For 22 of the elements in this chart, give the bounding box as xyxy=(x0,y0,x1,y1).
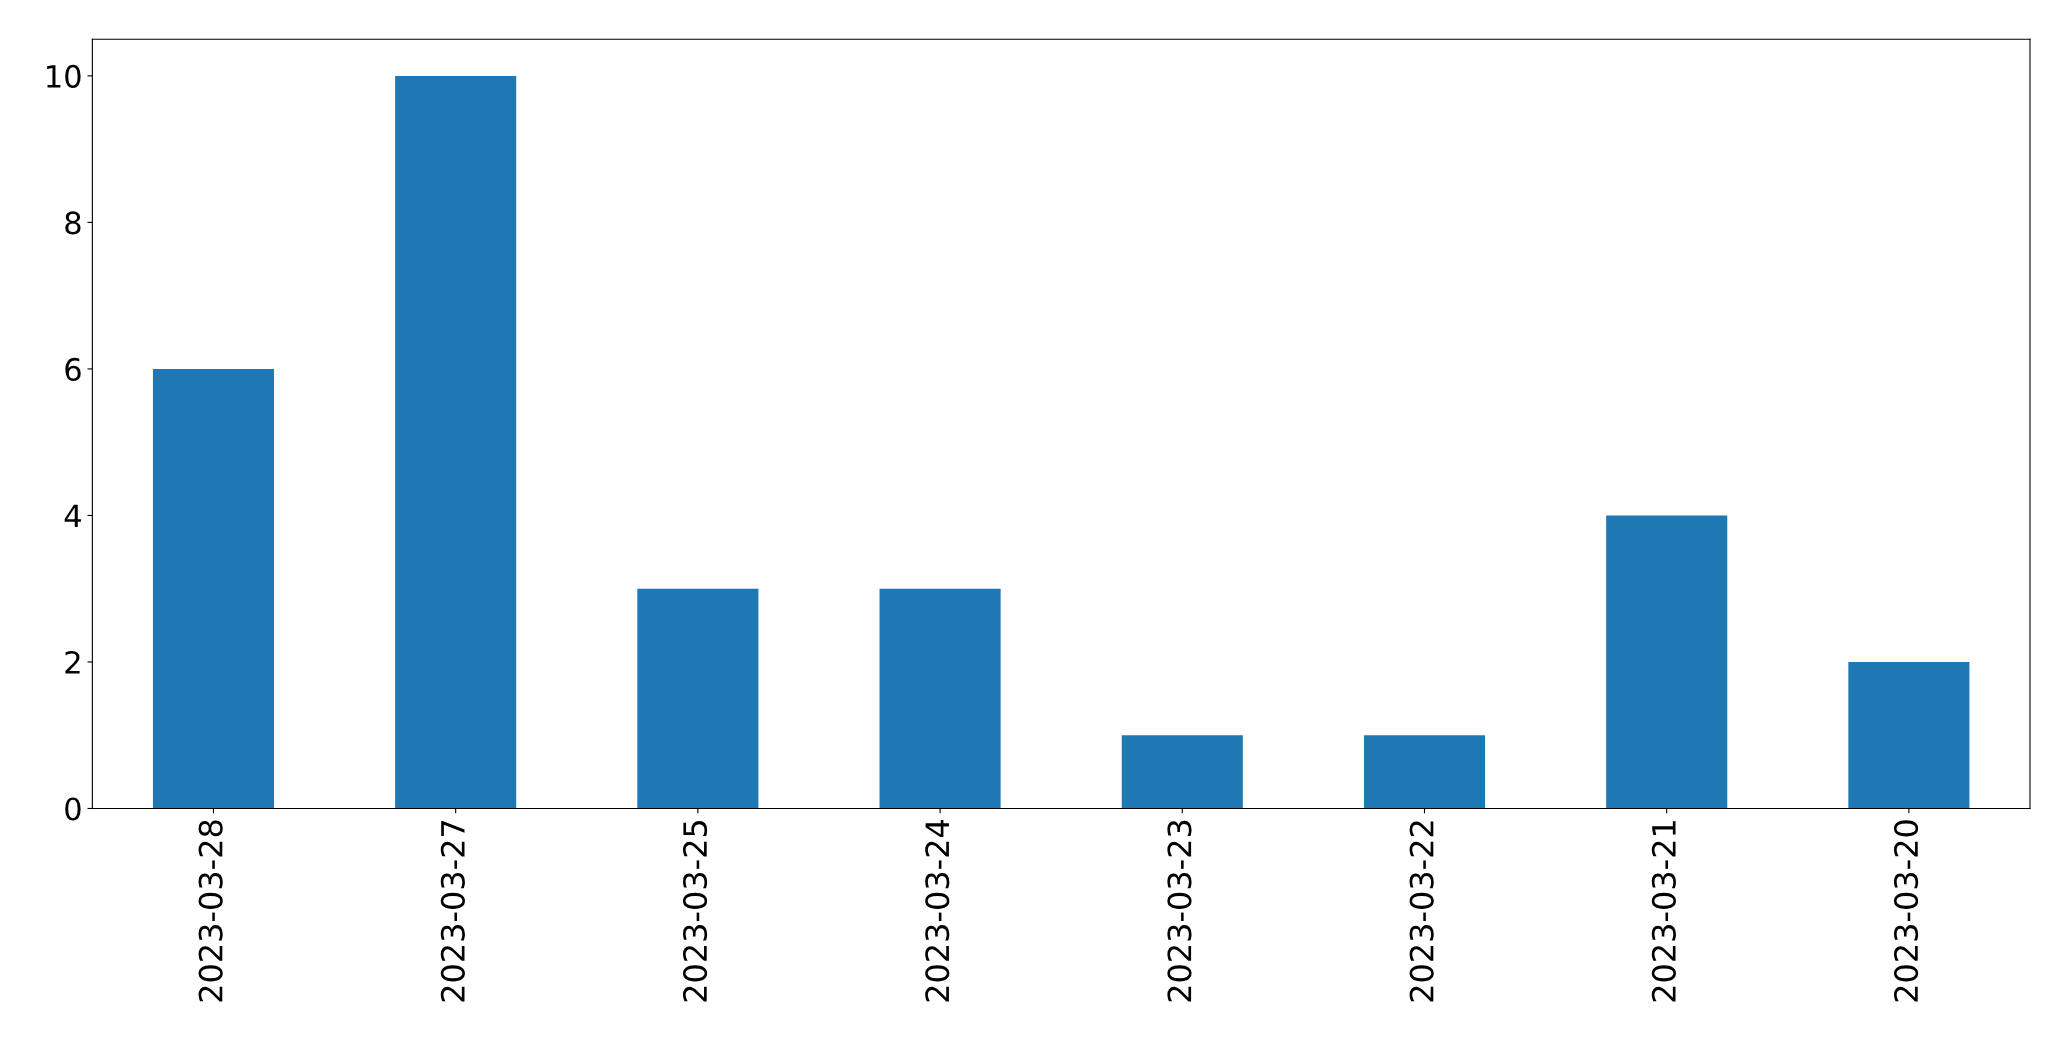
y-tick-label: 6 xyxy=(65,357,81,381)
y-tick-label: 10 xyxy=(47,64,81,88)
y-tick-label: 0 xyxy=(65,797,81,821)
x-tick-label: 2023-03-24 xyxy=(925,820,950,1002)
y-tick-label: 2 xyxy=(65,650,80,674)
y-tick-label: 4 xyxy=(64,504,81,528)
x-tick-label: 2023-03-22 xyxy=(1409,821,1434,1002)
bar xyxy=(395,75,517,809)
x-tick-label: 2023-03-23 xyxy=(1167,820,1192,1002)
bar xyxy=(1606,515,1728,809)
bar xyxy=(637,588,759,809)
y-tick-label: 8 xyxy=(65,211,81,235)
x-tick-label: 2023-03-21 xyxy=(1651,821,1676,1002)
bar xyxy=(1848,661,1970,809)
bar xyxy=(152,368,275,809)
x-tick-label: 2023-03-27 xyxy=(440,820,465,1002)
x-tick-label: 2023-03-28 xyxy=(198,820,223,1002)
bar xyxy=(1363,735,1486,809)
x-tick-label: 2023-03-20 xyxy=(1894,820,1919,1002)
x-tick-label: 2023-03-25 xyxy=(682,820,708,1002)
bar xyxy=(1121,735,1243,809)
bar xyxy=(879,588,1001,809)
